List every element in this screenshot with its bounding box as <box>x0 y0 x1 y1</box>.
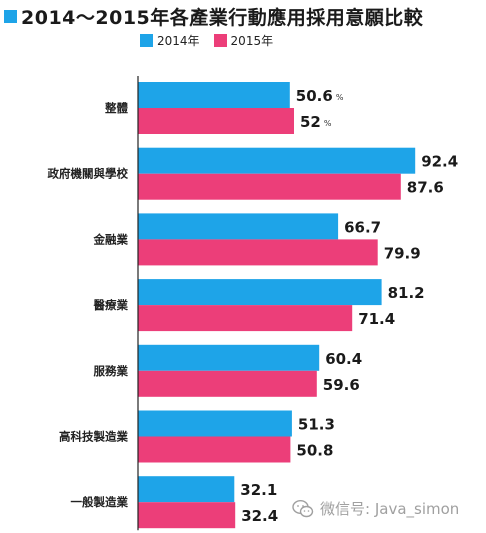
bar-2014 <box>138 344 320 371</box>
unit-label: % <box>324 119 332 128</box>
data-label: 51.3 <box>298 416 335 434</box>
bar-2015 <box>138 305 353 332</box>
category-label: 醫療業 <box>94 298 129 312</box>
data-label: 32.4 <box>241 507 278 525</box>
bar-2014 <box>138 279 382 306</box>
chart-title-row: 2014～2015年各產業行動應用採用意願比較 <box>4 2 423 30</box>
legend-item-2015: 2015年 <box>213 32 274 49</box>
bar-2015 <box>138 108 294 134</box>
data-label: 87.6 <box>407 179 444 197</box>
data-label: 60.4 <box>325 350 362 368</box>
category-label: 整體 <box>104 101 128 115</box>
category-label: 金融業 <box>93 232 129 246</box>
unit-label: % <box>336 93 344 102</box>
legend: 2014年 2015年 <box>140 32 287 49</box>
bar-2015 <box>138 436 291 463</box>
data-label: 66.7 <box>344 218 381 236</box>
category-label: 一般製造業 <box>71 495 129 509</box>
data-label: 50.8 <box>296 442 333 460</box>
category-label: 服務業 <box>94 364 129 378</box>
bar-2015 <box>138 370 317 397</box>
legend-swatch-2015 <box>213 34 227 47</box>
title-marker-square <box>4 9 17 23</box>
legend-label-2015: 2015年 <box>230 34 274 48</box>
watermark: 微信号: Java_simon <box>292 498 459 519</box>
data-label: 81.2 <box>388 284 425 302</box>
chart-title: 2014～2015年各產業行動應用採用意願比較 <box>21 6 424 29</box>
bar-2014 <box>138 213 339 240</box>
legend-swatch-2014 <box>140 34 153 47</box>
bar-2014 <box>138 410 292 437</box>
wechat-icon <box>292 499 314 517</box>
legend-label-2014: 2014年 <box>157 34 200 48</box>
data-label: 52 <box>300 113 321 131</box>
data-label: 59.6 <box>323 376 360 394</box>
bar-2015 <box>138 502 236 529</box>
data-label: 92.4 <box>421 153 458 171</box>
legend-item-2014: 2014年 <box>140 32 200 49</box>
data-label: 32.1 <box>240 481 277 499</box>
data-label: 50.6 <box>296 87 333 105</box>
category-label: 政府機關與學校 <box>48 167 129 181</box>
bar-2015 <box>138 239 378 266</box>
data-label: 71.4 <box>358 310 395 328</box>
bar-2014 <box>138 82 290 108</box>
category-label: 高科技製造業 <box>59 430 128 444</box>
data-label: 79.9 <box>384 244 421 262</box>
bar-2015 <box>138 173 401 200</box>
bar-2014 <box>138 476 235 503</box>
watermark-text: 微信号: Java_simon <box>320 500 460 518</box>
bar-2014 <box>138 147 416 174</box>
